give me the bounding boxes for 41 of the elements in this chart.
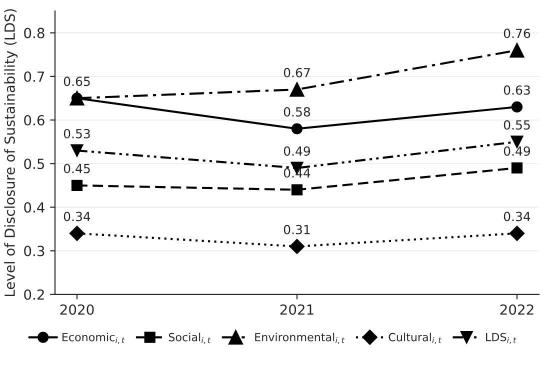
y-tick-label: 0.4 bbox=[24, 202, 44, 213]
point bbox=[510, 42, 524, 58]
x-tick-label: 2021 bbox=[280, 304, 314, 315]
y-tick-label: 0.6 bbox=[24, 114, 44, 126]
legend-label: LDS$_{i,t}$ bbox=[486, 332, 516, 344]
point bbox=[70, 144, 84, 157]
data-label: 0.34 bbox=[504, 212, 530, 222]
data-label: 0.76 bbox=[504, 28, 530, 38]
y-tick-label: 0.3 bbox=[24, 246, 44, 256]
data-label: 0.65 bbox=[64, 76, 90, 86]
data-label: 0.63 bbox=[504, 85, 530, 95]
data-label: 0.34 bbox=[64, 212, 90, 222]
point bbox=[71, 180, 83, 191]
point bbox=[291, 184, 303, 196]
point bbox=[511, 101, 523, 113]
y-tick-label: 0.2 bbox=[24, 289, 44, 300]
point bbox=[511, 162, 523, 174]
point bbox=[509, 226, 525, 241]
y-tick-label: 0.7 bbox=[24, 71, 44, 82]
point bbox=[290, 82, 304, 97]
point bbox=[289, 238, 305, 254]
legend-label: Social$_{i,t}$ bbox=[168, 332, 211, 344]
x-tick-label: 2022 bbox=[500, 304, 534, 315]
data-label: 0.67 bbox=[284, 68, 310, 78]
data-label: 0.44 bbox=[284, 168, 310, 178]
point bbox=[69, 226, 85, 241]
y-axis-title: Level of Disclosure of Sustainability (LDS) bbox=[4, 9, 18, 296]
legend-label: Cultural$_{i,t}$ bbox=[388, 332, 442, 344]
y-tick-label: 0.8 bbox=[24, 28, 44, 38]
x-tick-label: 2020 bbox=[60, 304, 94, 315]
data-label: 0.45 bbox=[64, 164, 90, 174]
point bbox=[291, 123, 303, 134]
data-label: 0.58 bbox=[284, 107, 310, 117]
data-label: 0.55 bbox=[504, 120, 530, 130]
data-label: 0.49 bbox=[284, 146, 310, 156]
data-label: 0.53 bbox=[64, 128, 90, 138]
data-label: 0.31 bbox=[284, 224, 310, 234]
legend-label: Environmental$_{i,t}$ bbox=[255, 332, 345, 344]
legend-label: Economic$_{i,t}$ bbox=[62, 332, 125, 344]
data-label: 0.49 bbox=[504, 146, 530, 156]
y-tick-label: 0.5 bbox=[24, 158, 44, 170]
